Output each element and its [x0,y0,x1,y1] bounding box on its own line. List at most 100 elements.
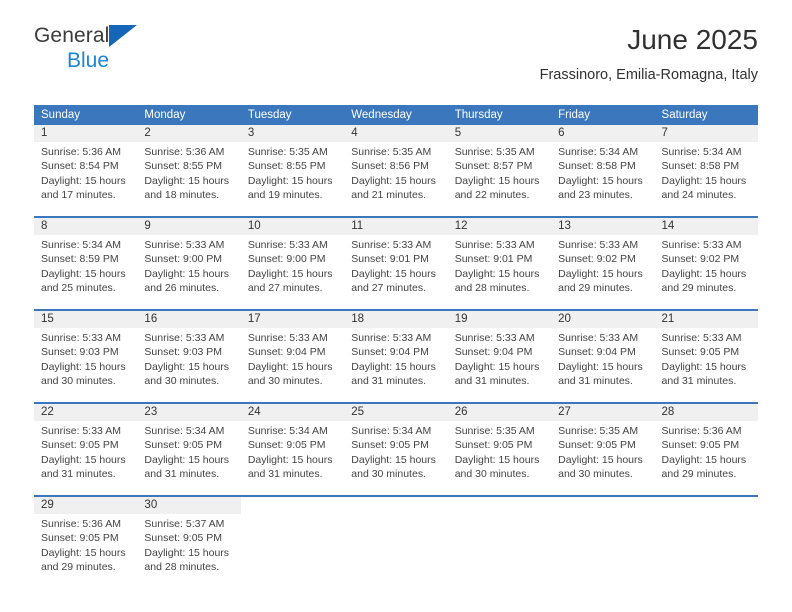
daylight-text-line2: and 31 minutes. [247,468,323,481]
day-number-band: 5 [447,125,552,142]
day-cell[interactable]: 3 Sunrise: 5:35 AM Sunset: 8:55 PM Daylight… [240,125,345,210]
day-cell[interactable]: 18 Sunrise: 5:33 AM Sunset: 9:04 PM Dayligh… [344,311,448,396]
daylight-text-line2: and 22 minutes. [454,189,530,202]
sunset-text: Sunset: 8:57 PM [454,160,533,173]
day-cell[interactable]: 17 Sunrise: 5:33 AM Sunset: 9:04 PM Dayligh… [240,311,345,396]
day-number: 15 [41,313,54,325]
weekday-header-sunday: Sunday [41,109,81,121]
daylight-text-line2: and 30 minutes. [41,375,116,388]
day-cell[interactable]: 7 Sunrise: 5:34 AM Sunset: 8:58 PM Daylight… [654,125,758,210]
daylight-text-line2: and 23 minutes. [558,189,633,202]
daylight-text-line2: and 31 minutes. [41,468,116,481]
sunrise-text: Sunrise: 5:33 AM [351,239,432,251]
logo-triangle-icon [109,25,137,47]
day-cell[interactable]: 8 Sunrise: 5:34 AM Sunset: 8:59 PM Daylight… [34,218,138,303]
day-cell[interactable]: 25 Sunrise: 5:34 AM Sunset: 9:05 PM Dayligh… [344,404,448,489]
day-cell[interactable]: 4 Sunrise: 5:35 AM Sunset: 8:56 PM Daylight… [344,125,448,210]
day-cell[interactable]: 6 Sunrise: 5:34 AM Sunset: 8:58 PM Daylight… [551,125,655,210]
sunrise-text: Sunrise: 5:35 AM [454,146,535,158]
day-number-band: 13 [551,218,655,235]
sunrise-text: Sunrise: 5:37 AM [144,518,225,530]
daylight-text-line2: and 25 minutes. [41,282,116,295]
sunset-text: Sunset: 9:05 PM [247,439,326,452]
day-number-band: 6 [551,125,655,142]
sunset-text: Sunset: 9:05 PM [558,439,636,452]
daylight-text-line1: Daylight: 15 hours [144,174,230,187]
day-details: Sunrise: 5:36 AM Sunset: 8:54 PM Daylight:… [34,142,137,203]
sunset-text: Sunset: 9:03 PM [41,346,119,359]
day-number: 24 [247,406,261,418]
day-details: Sunrise: 5:33 AM Sunset: 9:04 PM Daylight:… [344,328,447,389]
day-cell[interactable]: 30 Sunrise: 5:37 AM Sunset: 9:05 PM Dayligh… [137,497,241,582]
day-number-band: 26 [447,404,552,421]
week-row: 29 Sunrise: 5:36 AM Sunset: 9:05 PM Dayligh… [34,495,758,582]
daylight-text-line1: Daylight: 15 hours [558,267,643,280]
day-details: Sunrise: 5:36 AM Sunset: 9:05 PM Daylight:… [34,514,137,575]
day-cell[interactable]: 29 Sunrise: 5:36 AM Sunset: 9:05 PM Dayligh… [34,497,138,582]
daylight-text-line1: Daylight: 15 hours [247,360,333,373]
day-cell-empty [344,497,448,582]
weekday-header-monday: Monday [144,109,186,121]
day-cell[interactable]: 22 Sunrise: 5:33 AM Sunset: 9:05 PM Dayligh… [34,404,138,489]
daylight-text-line1: Daylight: 15 hours [558,174,643,187]
day-cell[interactable]: 10 Sunrise: 5:33 AM Sunset: 9:00 PM Dayligh… [240,218,345,303]
day-number: 26 [454,406,468,418]
sunrise-text: Sunrise: 5:33 AM [144,239,225,251]
day-cell[interactable]: 16 Sunrise: 5:33 AM Sunset: 9:03 PM Dayligh… [137,311,241,396]
day-details: Sunrise: 5:33 AM Sunset: 9:00 PM Daylight:… [137,235,240,296]
day-number-band: 23 [137,404,241,421]
day-cell[interactable]: 11 Sunrise: 5:33 AM Sunset: 9:01 PM Dayligh… [344,218,448,303]
sunrise-text: Sunrise: 5:33 AM [558,239,639,251]
day-cell[interactable]: 13 Sunrise: 5:33 AM Sunset: 9:02 PM Dayligh… [551,218,655,303]
day-number: 19 [454,313,468,325]
day-cell[interactable]: 9 Sunrise: 5:33 AM Sunset: 9:00 PM Daylight… [137,218,241,303]
day-number: 10 [247,220,261,232]
day-details: Sunrise: 5:33 AM Sunset: 9:02 PM Daylight:… [655,235,758,296]
daylight-text-line1: Daylight: 15 hours [144,360,230,373]
day-cell[interactable]: 26 Sunrise: 5:35 AM Sunset: 9:05 PM Dayligh… [447,404,552,489]
day-cell[interactable]: 27 Sunrise: 5:35 AM Sunset: 9:05 PM Dayligh… [551,404,655,489]
day-cell[interactable]: 12 Sunrise: 5:33 AM Sunset: 9:01 PM Dayligh… [447,218,552,303]
daylight-text-line2: and 19 minutes. [247,189,323,202]
day-cell[interactable]: 15 Sunrise: 5:33 AM Sunset: 9:03 PM Dayligh… [34,311,138,396]
daylight-text-line1: Daylight: 15 hours [454,453,540,466]
day-details: Sunrise: 5:33 AM Sunset: 9:01 PM Daylight:… [344,235,447,296]
day-details: Sunrise: 5:35 AM Sunset: 8:55 PM Daylight:… [241,142,344,203]
daylight-text-line1: Daylight: 15 hours [454,174,540,187]
weeks-container: 1 Sunrise: 5:36 AM Sunset: 8:54 PM Daylight… [34,125,758,582]
sunset-text: Sunset: 9:02 PM [558,253,636,266]
day-details: Sunrise: 5:34 AM Sunset: 8:58 PM Daylight:… [655,142,758,203]
day-details: Sunrise: 5:35 AM Sunset: 8:56 PM Daylight:… [344,142,447,203]
day-cell[interactable]: 1 Sunrise: 5:36 AM Sunset: 8:54 PM Daylight… [34,125,138,210]
daylight-text-line2: and 26 minutes. [144,282,220,295]
daylight-text-line1: Daylight: 15 hours [144,267,230,280]
day-cell[interactable]: 24 Sunrise: 5:34 AM Sunset: 9:05 PM Dayligh… [240,404,345,489]
sunset-text: Sunset: 9:05 PM [661,439,740,452]
day-number: 27 [558,406,571,418]
sunset-text: Sunset: 9:04 PM [247,346,326,359]
day-cell[interactable]: 23 Sunrise: 5:34 AM Sunset: 9:05 PM Dayligh… [137,404,241,489]
day-cell[interactable]: 2 Sunrise: 5:36 AM Sunset: 8:55 PM Daylight… [137,125,241,210]
sunset-text: Sunset: 9:05 PM [144,439,223,452]
day-cell[interactable]: 14 Sunrise: 5:33 AM Sunset: 9:02 PM Dayligh… [654,218,758,303]
day-number-band: 16 [137,311,241,328]
daylight-text-line1: Daylight: 15 hours [454,360,540,373]
day-cell[interactable]: 19 Sunrise: 5:33 AM Sunset: 9:04 PM Dayligh… [447,311,552,396]
day-details: Sunrise: 5:33 AM Sunset: 9:04 PM Daylight:… [448,328,551,389]
generalblue-logo[interactable]: General Blue [34,24,254,84]
sunset-text: Sunset: 8:55 PM [144,160,223,173]
day-number: 21 [661,313,675,325]
page-subtitle: Frassinoro, Emilia-Romagna, Italy [539,67,758,83]
day-number-band: 3 [240,125,345,142]
day-cell[interactable]: 20 Sunrise: 5:33 AM Sunset: 9:04 PM Dayligh… [551,311,655,396]
day-cell[interactable]: 21 Sunrise: 5:33 AM Sunset: 9:05 PM Dayligh… [654,311,758,396]
day-number: 4 [351,127,358,139]
day-number-band: 11 [344,218,448,235]
day-cell[interactable]: 5 Sunrise: 5:35 AM Sunset: 8:57 PM Daylight… [447,125,552,210]
sunrise-text: Sunrise: 5:35 AM [454,425,535,437]
day-cell-empty [551,497,655,582]
daylight-text-line1: Daylight: 15 hours [558,453,643,466]
sunrise-text: Sunrise: 5:34 AM [661,146,742,158]
day-cell[interactable]: 28 Sunrise: 5:36 AM Sunset: 9:05 PM Dayligh… [654,404,758,489]
